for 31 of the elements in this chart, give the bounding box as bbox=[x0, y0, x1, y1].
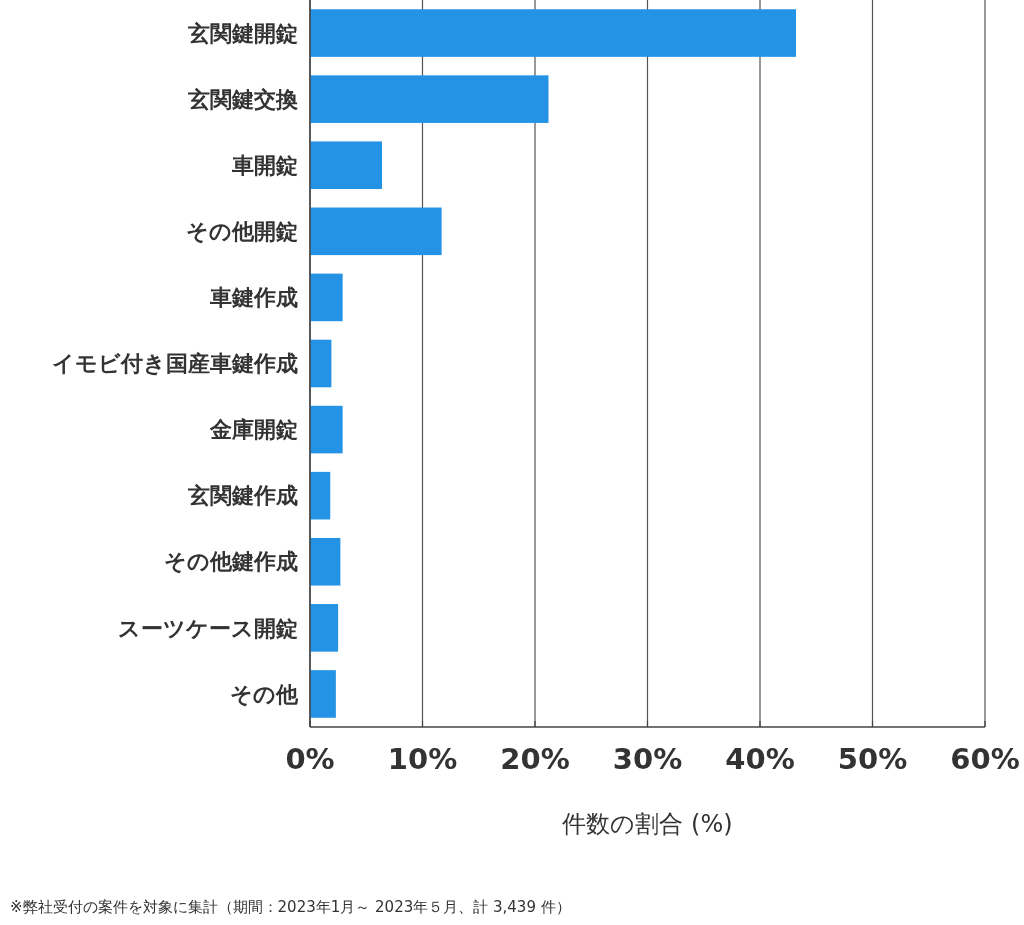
y-tick-label: 玄関鍵開錠 bbox=[187, 20, 298, 46]
y-tick-label: 玄関鍵交換 bbox=[187, 86, 298, 112]
x-tick-label: 30% bbox=[612, 742, 683, 776]
bar bbox=[310, 471, 331, 520]
bar bbox=[310, 537, 341, 586]
x-tick-label: 0% bbox=[285, 742, 335, 776]
bar bbox=[310, 9, 796, 57]
y-tick-label: 金庫開錠 bbox=[209, 417, 298, 443]
y-tick-label: 玄関鍵作成 bbox=[187, 483, 298, 509]
y-tick-label: その他 bbox=[230, 681, 299, 707]
bar bbox=[310, 75, 549, 123]
y-tick-label: 車鍵作成 bbox=[209, 285, 298, 311]
bar bbox=[310, 141, 382, 190]
bar bbox=[310, 670, 336, 718]
x-tick-label: 10% bbox=[387, 742, 458, 776]
y-tick-label: その他鍵作成 bbox=[164, 549, 298, 575]
x-tick-label: 40% bbox=[725, 742, 795, 776]
x-tick-label: 20% bbox=[500, 742, 570, 776]
x-axis-title: 件数の割合 (%) bbox=[562, 810, 733, 838]
bar bbox=[310, 273, 343, 322]
y-tick-label: イモビ付き国産車鍵作成 bbox=[52, 351, 298, 377]
y-tick-label: スーツケース開錠 bbox=[118, 615, 298, 641]
bar bbox=[310, 339, 332, 388]
x-tick-label: 50% bbox=[837, 742, 908, 776]
y-tick-label: 車開錠 bbox=[231, 152, 298, 178]
bar bbox=[310, 405, 343, 454]
y-tick-label: その他開錠 bbox=[186, 219, 298, 245]
text: ※弊社受付の案件を対象に集計（期間：2023年1月～ 2023年５月、計 3,439 件） bbox=[10, 898, 571, 916]
bar bbox=[310, 207, 442, 256]
bar bbox=[310, 604, 339, 652]
x-tick-label: 60% bbox=[950, 742, 1020, 776]
